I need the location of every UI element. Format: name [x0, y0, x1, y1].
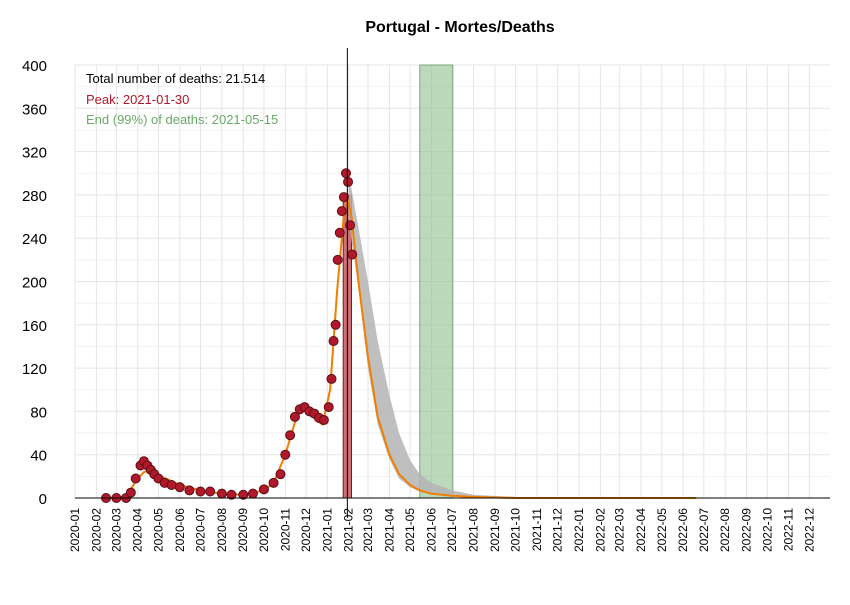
observed-point	[347, 249, 358, 260]
x-tick-label: 2020-06	[173, 508, 187, 552]
x-tick-label: 2022-10	[760, 508, 774, 552]
x-tick-label: 2022-02	[593, 508, 607, 552]
observed-point	[330, 319, 341, 330]
observed-point	[275, 469, 286, 480]
observed-point	[166, 480, 177, 491]
observed-point	[238, 489, 249, 500]
observed-point	[318, 415, 329, 426]
y-tick-label: 360	[22, 101, 47, 118]
x-tick-label: 2022-07	[697, 508, 711, 552]
observed-point	[328, 336, 339, 347]
x-tick-label: 2020-03	[109, 508, 123, 552]
observed-point	[343, 176, 354, 187]
x-tick-label: 2021-06	[424, 508, 438, 552]
observed-point	[338, 192, 349, 203]
x-tick-label: 2022-06	[676, 508, 690, 552]
bands	[342, 64, 454, 499]
observed-point	[268, 477, 279, 488]
x-tick-label: 2021-08	[467, 508, 481, 552]
x-tick-label: 2020-04	[131, 508, 145, 552]
x-tick-label: 2021-12	[551, 508, 565, 552]
confidence-band	[348, 173, 516, 499]
observed-point	[125, 487, 136, 498]
observed-point	[289, 411, 300, 422]
observed-point	[195, 486, 206, 497]
x-tick-label: 2020-09	[236, 508, 250, 552]
observed-point	[326, 373, 337, 384]
y-tick-label: 120	[22, 361, 47, 378]
x-tick-label: 2021-10	[509, 508, 523, 552]
annotation-peak: Peak: 2021-01-30	[86, 92, 189, 107]
observed-point	[336, 206, 347, 217]
x-tick-label: 2021-09	[488, 508, 502, 552]
y-tick-label: 160	[22, 318, 47, 335]
annotation-total: Total number of deaths: 21.514	[86, 71, 265, 86]
y-tick-label: 80	[30, 404, 47, 421]
x-tick-label: 2020-10	[257, 508, 271, 552]
observed-point	[340, 168, 351, 179]
y-tick-label: 200	[22, 275, 47, 292]
observed-point	[130, 473, 141, 484]
observed-points	[101, 168, 358, 503]
observed-point	[247, 488, 258, 499]
observed-point	[285, 430, 296, 441]
x-tick-label: 2022-11	[782, 508, 796, 551]
x-tick-label: 2022-09	[740, 508, 754, 552]
confidence-area	[348, 173, 516, 499]
x-tick-label: 2022-12	[802, 508, 816, 552]
x-tick-label: 2021-03	[361, 508, 375, 552]
x-tick-label: 2021-05	[403, 508, 417, 552]
axes: 0 40 80 120 160 200 240 280 320 360 400 2020-01 2020…	[22, 48, 830, 552]
observed-point	[323, 402, 334, 413]
x-tick-label: 2022-03	[613, 508, 627, 552]
x-tick-label: 2021-02	[342, 508, 356, 552]
x-tick-label: 2022-01	[572, 508, 586, 552]
y-tick-label: 280	[22, 188, 47, 205]
observed-point	[332, 254, 343, 265]
x-tick-label: 2022-08	[718, 508, 732, 552]
annotation-end: End (99%) of deaths: 2021-05-15	[86, 112, 278, 127]
x-tick-label: 2022-05	[655, 508, 669, 552]
x-tick-label: 2021-11	[530, 508, 544, 551]
x-tick-label: 2020-07	[193, 508, 207, 552]
x-tick-label: 2020-08	[215, 508, 229, 552]
observed-point	[226, 489, 237, 500]
observed-point	[280, 449, 291, 460]
observed-point	[184, 485, 195, 496]
x-tick-label: 2021-07	[445, 508, 459, 552]
observed-point	[345, 220, 356, 231]
observed-point	[258, 484, 269, 495]
x-tick-label: 2020-11	[278, 508, 292, 551]
y-tick-label: 320	[22, 145, 47, 162]
x-tick-label: 2020-12	[299, 508, 313, 552]
chart-title: Portugal - Mortes/Deaths	[365, 19, 554, 36]
y-tick-label: 240	[22, 231, 47, 248]
end-band	[419, 64, 454, 499]
x-tick-label: 2021-04	[382, 508, 396, 552]
y-tick-label: 400	[22, 58, 47, 75]
x-tick-label: 2020-05	[151, 508, 165, 552]
x-tick-label: 2020-02	[89, 508, 103, 552]
observed-point	[174, 482, 185, 493]
y-tick-label: 40	[30, 448, 47, 465]
y-tick-label: 0	[39, 491, 47, 508]
observed-point	[205, 486, 216, 497]
x-tick-label: 2021-01	[320, 508, 334, 552]
x-tick-label: 2020-01	[68, 508, 82, 552]
observed-point	[334, 227, 345, 238]
observed-point	[216, 488, 227, 499]
x-tick-label: 2022-04	[634, 508, 648, 552]
